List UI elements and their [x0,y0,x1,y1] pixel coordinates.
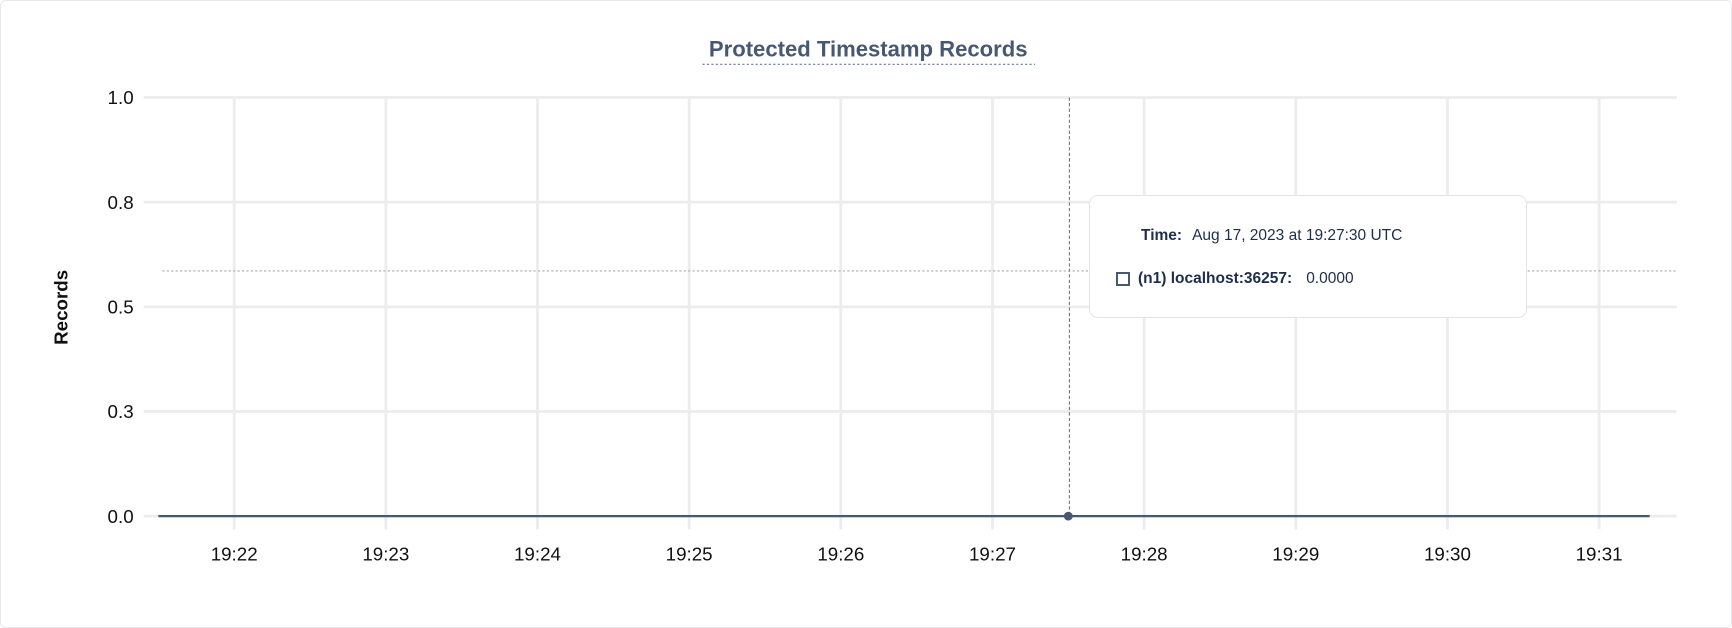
hover-data-point [1063,511,1073,521]
tooltip-time-label: Time: [1141,227,1183,244]
tooltip: Time: Aug 17, 2023 at 19:27:30 UTC (n1) l… [1089,195,1527,318]
x-tick-label: 19:23 [362,543,409,564]
y-tick-label: 0.3 [108,401,134,422]
tooltip-time: Time: Aug 17, 2023 at 19:27:30 UTC [1141,227,1402,245]
chart-title[interactable]: Protected Timestamp Records [709,37,1028,62]
x-tick-label: 19:28 [1121,543,1168,564]
x-tick-label: 19:25 [666,543,713,564]
series-layer [158,511,1650,521]
y-tick-label: 0.0 [108,506,134,527]
x-tick-label: 19:29 [1272,543,1319,564]
x-tick-label: 19:31 [1576,543,1623,564]
tooltip-series-row: (n1) localhost:36257: 0.0000 [1116,270,1354,288]
tooltip-series-value: 0.0000 [1306,270,1354,287]
y-tick-label: 0.5 [108,296,134,317]
y-axis-label: Records [50,270,71,345]
x-tick-label: 19:24 [514,543,561,564]
x-tick-label: 19:26 [817,543,864,564]
tooltip-time-value: Aug 17, 2023 at 19:27:30 UTC [1192,227,1403,244]
y-tick-label: 1.0 [108,87,134,108]
y-tick-label: 0.8 [108,192,134,213]
series-swatch-icon [1116,272,1130,286]
x-tick-label: 19:30 [1424,543,1471,564]
x-tick-label: 19:22 [211,543,258,564]
y-axis-ticks: 0.0 0.3 0.5 0.8 1.0 [108,87,134,527]
x-tick-label: 19:27 [969,543,1016,564]
x-axis-ticks: 19:22 19:23 19:24 19:25 19:26 19:27 19:28 19:29… [211,543,1623,564]
hover-crosshair [162,97,1677,517]
tooltip-series-label: (n1) localhost:36257: [1138,270,1293,287]
